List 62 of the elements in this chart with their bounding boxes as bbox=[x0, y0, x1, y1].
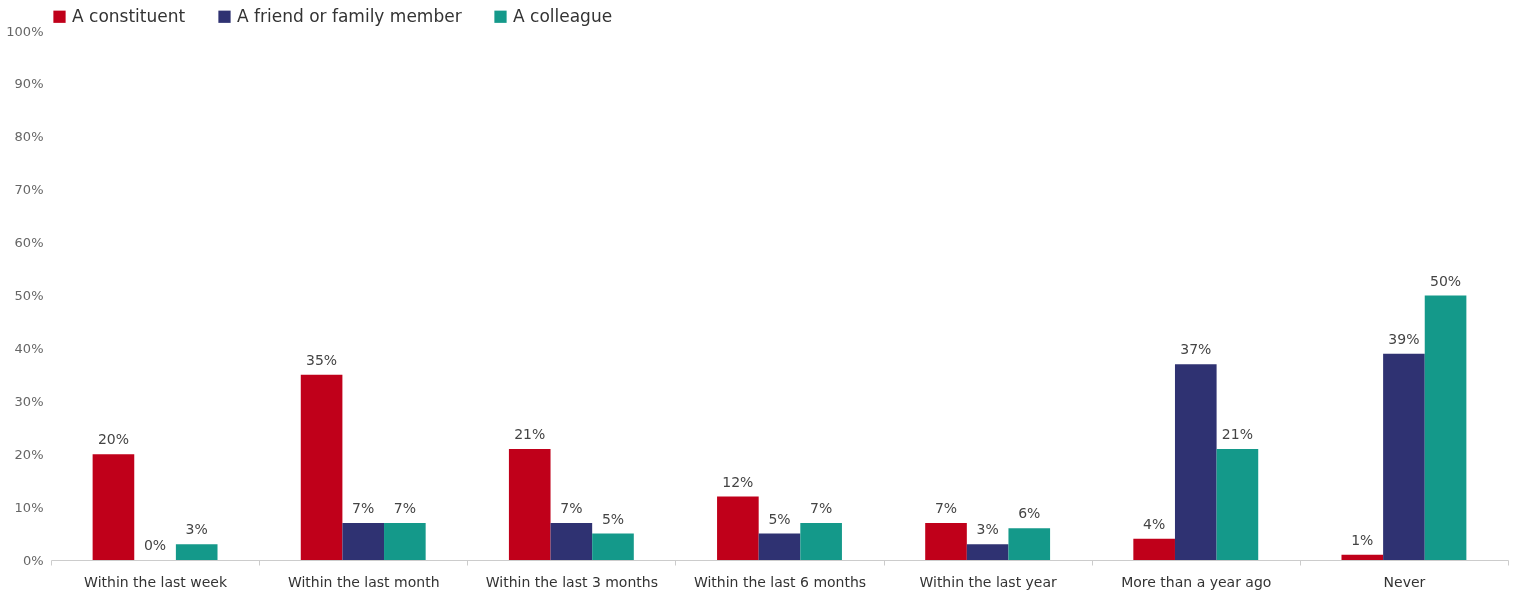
bar bbox=[717, 496, 759, 560]
data-label: 35% bbox=[306, 351, 338, 368]
legend-label: A constituent bbox=[72, 5, 186, 26]
data-label: 20% bbox=[97, 431, 130, 448]
x-tick-label: Within the last month bbox=[287, 573, 440, 590]
bar bbox=[1216, 448, 1259, 560]
y-tick-label: 50% bbox=[14, 288, 44, 303]
data-label: 7% bbox=[560, 499, 583, 516]
legend-label: A friend or family member bbox=[237, 5, 462, 26]
data-label: 5% bbox=[768, 510, 791, 527]
data-label: 7% bbox=[393, 499, 416, 516]
bar bbox=[342, 522, 385, 560]
data-label: 21% bbox=[514, 425, 546, 442]
bar bbox=[1008, 528, 1051, 560]
data-label: 7% bbox=[934, 499, 958, 516]
x-tick-label: Never bbox=[1383, 573, 1426, 590]
data-label: 7% bbox=[352, 499, 375, 516]
data-label: 5% bbox=[601, 510, 625, 527]
x-tick-label: Within the last 6 months bbox=[693, 573, 867, 590]
y-tick-label: 40% bbox=[14, 340, 44, 356]
x-tick-label: Within the last 3 months bbox=[485, 573, 658, 590]
bar bbox=[592, 533, 634, 560]
y-tick-label: 30% bbox=[14, 393, 44, 409]
data-label: 12% bbox=[722, 473, 754, 490]
x-tick-label: Within the last year bbox=[919, 573, 1058, 590]
data-label: 37% bbox=[1180, 341, 1212, 358]
y-tick-label: 60% bbox=[14, 235, 44, 251]
bar bbox=[384, 522, 426, 560]
bar bbox=[1383, 353, 1425, 560]
y-tick-label: 90% bbox=[14, 76, 44, 92]
bar bbox=[758, 533, 801, 560]
data-label: 3% bbox=[185, 521, 208, 538]
bar bbox=[1341, 554, 1384, 560]
y-tick-label: 10% bbox=[14, 499, 44, 515]
bar bbox=[508, 448, 551, 560]
bar bbox=[1133, 538, 1175, 560]
data-label: 50% bbox=[1429, 272, 1462, 289]
y-tick-label: 70% bbox=[14, 182, 44, 198]
data-label: 7% bbox=[810, 499, 833, 516]
y-tick-label: 100% bbox=[6, 23, 44, 39]
legend-label: A colleague bbox=[513, 5, 613, 26]
bar bbox=[1174, 364, 1217, 560]
data-label: 4% bbox=[1143, 515, 1166, 532]
bar bbox=[925, 522, 967, 560]
y-tick-label: 80% bbox=[14, 129, 44, 145]
bar bbox=[300, 374, 343, 560]
bar bbox=[800, 522, 842, 560]
data-label: 21% bbox=[1221, 425, 1253, 442]
data-label: 6% bbox=[1018, 505, 1041, 522]
bar bbox=[1424, 295, 1467, 560]
data-label: 3% bbox=[976, 521, 999, 538]
bar bbox=[175, 544, 218, 560]
bar bbox=[550, 522, 593, 560]
data-label: 1% bbox=[1351, 531, 1374, 548]
data-label: 0% bbox=[143, 537, 167, 553]
bar bbox=[966, 544, 1009, 560]
y-tick-label: 0% bbox=[22, 552, 44, 568]
x-tick-label: More than a year ago bbox=[1121, 573, 1272, 590]
bar bbox=[92, 454, 135, 560]
x-tick-label: Within the last week bbox=[84, 573, 228, 590]
data-label: 39% bbox=[1388, 330, 1420, 347]
y-tick-label: 20% bbox=[14, 446, 44, 462]
